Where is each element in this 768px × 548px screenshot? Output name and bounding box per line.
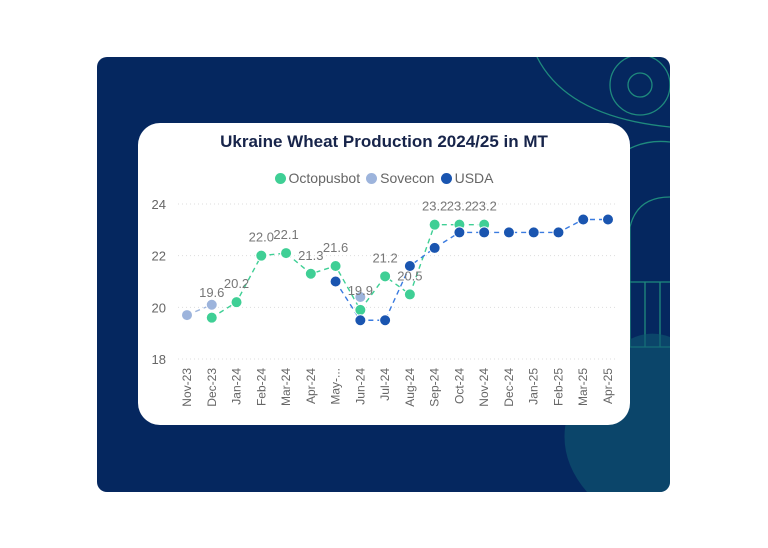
legend-marker-icon [440, 172, 452, 184]
x-tick-label: Jan-24 [230, 368, 244, 405]
data-label: 21.3 [298, 248, 323, 263]
data-point-usda [577, 213, 590, 226]
chart-title: Ukraine Wheat Production 2024/25 in MT [220, 132, 548, 151]
x-tick-label: May-... [329, 368, 343, 405]
x-tick-label: Jul-24 [378, 368, 392, 401]
legend-item-sovecon[interactable]: Sovecon [366, 170, 435, 186]
data-point-octopusbot [329, 260, 342, 272]
data-point-octopusbot [230, 296, 243, 309]
data-point-octopusbot [379, 270, 392, 283]
legend-label: Octopusbot [288, 170, 361, 186]
x-tick-label: Mar-24 [279, 368, 293, 406]
y-tick-label: 20 [152, 300, 166, 315]
data-label: 21.2 [372, 250, 397, 265]
y-tick-label: 24 [152, 197, 166, 212]
data-label: 23.2 [472, 199, 497, 214]
x-tick-label: Aug-24 [403, 368, 417, 407]
data-point-usda [403, 260, 416, 272]
data-point-octopusbot [354, 303, 367, 316]
data-label: 22.0 [249, 230, 274, 245]
deco-circle [609, 57, 670, 116]
legend-marker-icon [274, 172, 286, 184]
y-tick-label: 22 [152, 249, 166, 264]
x-tick-label: Sep-24 [428, 368, 442, 407]
data-point-octopusbot [403, 288, 416, 301]
data-point-sovecon [181, 309, 193, 322]
legend-label: USDA [454, 170, 494, 186]
data-point-octopusbot [280, 247, 293, 260]
x-tick-label: Apr-24 [304, 368, 318, 404]
data-point-usda [354, 314, 367, 327]
data-label: 19.6 [199, 285, 224, 300]
data-label: 19.9 [348, 283, 373, 298]
deco-circle [627, 72, 653, 98]
x-tick-label: Feb-25 [551, 368, 565, 406]
x-tick-label: Jan-25 [527, 368, 541, 405]
data-point-usda [453, 226, 466, 239]
legend-label: Sovecon [380, 170, 435, 186]
deco-curve [536, 57, 670, 128]
deco-curve [629, 196, 670, 228]
deco-lines [629, 282, 670, 348]
data-point-usda [502, 226, 515, 239]
data-point-sovecon [354, 291, 367, 303]
data-point-usda [527, 226, 540, 239]
chart-legend: Octopusbot Sovecon USDA [0, 170, 768, 186]
data-point-octopusbot [205, 311, 218, 324]
data-point-usda [428, 241, 441, 254]
data-point-usda [379, 314, 392, 327]
x-tick-label: Dec-23 [205, 368, 219, 407]
x-tick-label: Feb-24 [254, 368, 268, 406]
data-point-octopusbot [304, 267, 317, 280]
data-label: 23.2 [422, 199, 447, 214]
data-label: 22.1 [273, 227, 298, 242]
legend-item-octopusbot[interactable]: Octopusbot [274, 170, 361, 186]
data-point-usda [329, 275, 342, 288]
x-tick-label: Apr-25 [601, 368, 615, 404]
y-tick-label: 18 [152, 352, 166, 367]
data-label: 20.5 [397, 268, 422, 283]
legend-marker-icon [366, 172, 378, 184]
legend-item-usda[interactable]: USDA [440, 170, 494, 186]
data-point-usda [552, 226, 565, 239]
data-point-octopusbot [428, 218, 441, 231]
x-tick-label: Oct-24 [452, 368, 466, 404]
data-point-sovecon [205, 298, 218, 311]
series-line-usda [334, 218, 608, 321]
x-tick-label: Nov-24 [477, 368, 491, 407]
x-tick-label: Nov-23 [180, 368, 194, 407]
x-tick-label: Jun-24 [353, 368, 367, 405]
data-point-usda [478, 226, 491, 239]
data-label: 20.2 [224, 276, 249, 291]
x-tick-label: Mar-25 [576, 368, 590, 406]
data-point-octopusbot [255, 249, 268, 262]
x-tick-label: Dec-24 [502, 368, 516, 407]
data-label: 23.2 [447, 199, 472, 214]
data-label: 21.6 [323, 240, 348, 255]
data-point-usda [602, 213, 614, 226]
series-line-octopusbot [211, 223, 485, 319]
